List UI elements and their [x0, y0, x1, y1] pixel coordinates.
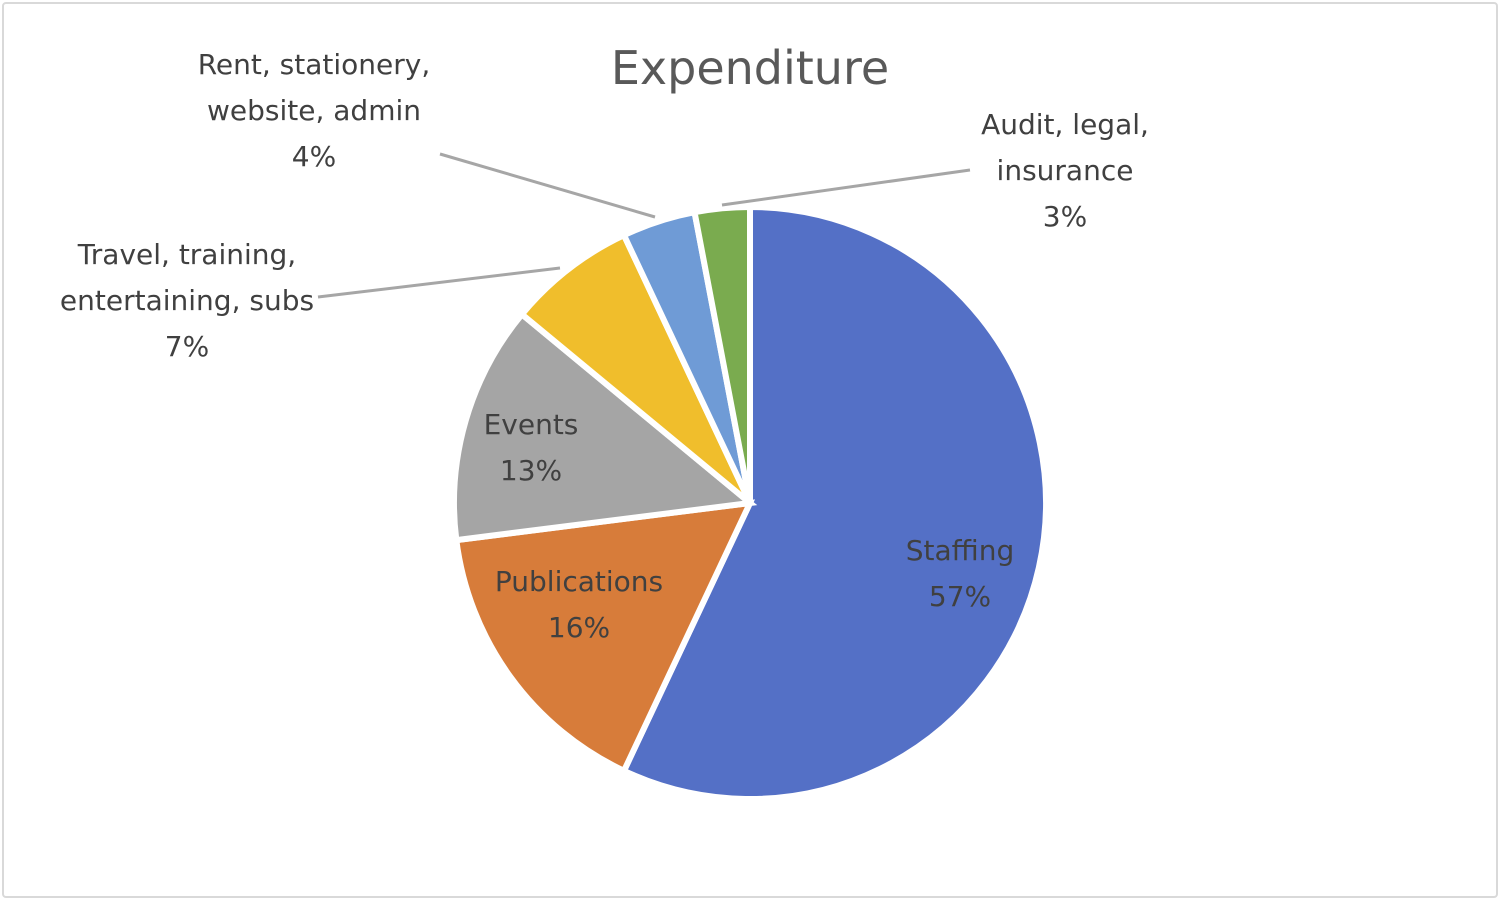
data-label-percent-publications: 16%	[548, 611, 610, 644]
data-label-percent-travel-training-entertaining-subs: 7%	[165, 330, 209, 363]
pie-slices	[451, 203, 1049, 802]
data-label-percent-events: 13%	[500, 454, 562, 487]
pie-slice-staffing	[619, 203, 1049, 802]
pie-slice-travel-training-entertaining-subs	[517, 231, 753, 506]
data-label-category-audit-legal-insurance: insurance	[997, 154, 1134, 187]
pie-slice-events	[451, 310, 758, 544]
data-label-percent-audit-legal-insurance: 3%	[1043, 200, 1087, 233]
chart-title: Expenditure	[611, 41, 889, 95]
data-label-percent-rent-stationery-website-admin: 4%	[292, 140, 336, 173]
data-label-category-travel-training-entertaining-subs: entertaining, subs	[60, 284, 314, 317]
data-label-category-rent-stationery-website-admin: website, admin	[207, 94, 421, 127]
leader-line-audit-legal-insurance	[721, 168, 971, 207]
data-label-category-publications: Publications	[495, 565, 663, 598]
data-label-category-travel-training-entertaining-subs: Travel, training,	[77, 238, 296, 271]
slice-labels: Staffing 57% Publications 16% Events 13% Trave…	[60, 48, 1149, 644]
data-label-category-rent-stationery-website-admin: Rent, stationery,	[198, 48, 431, 81]
data-label-category-audit-legal-insurance: Audit, legal,	[981, 108, 1149, 141]
pie-slice-audit-legal-insurance	[691, 203, 753, 504]
data-label-category-staffing: Staffing	[906, 534, 1015, 567]
data-label-percent-staffing: 57%	[929, 580, 991, 613]
pie-slice-publications	[452, 499, 756, 775]
leader-line-rent-stationery-website-admin	[439, 152, 656, 219]
data-label-category-events: Events	[484, 408, 579, 441]
leader-line-travel-training-entertaining-subs	[317, 266, 561, 299]
leader-lines	[317, 152, 971, 299]
